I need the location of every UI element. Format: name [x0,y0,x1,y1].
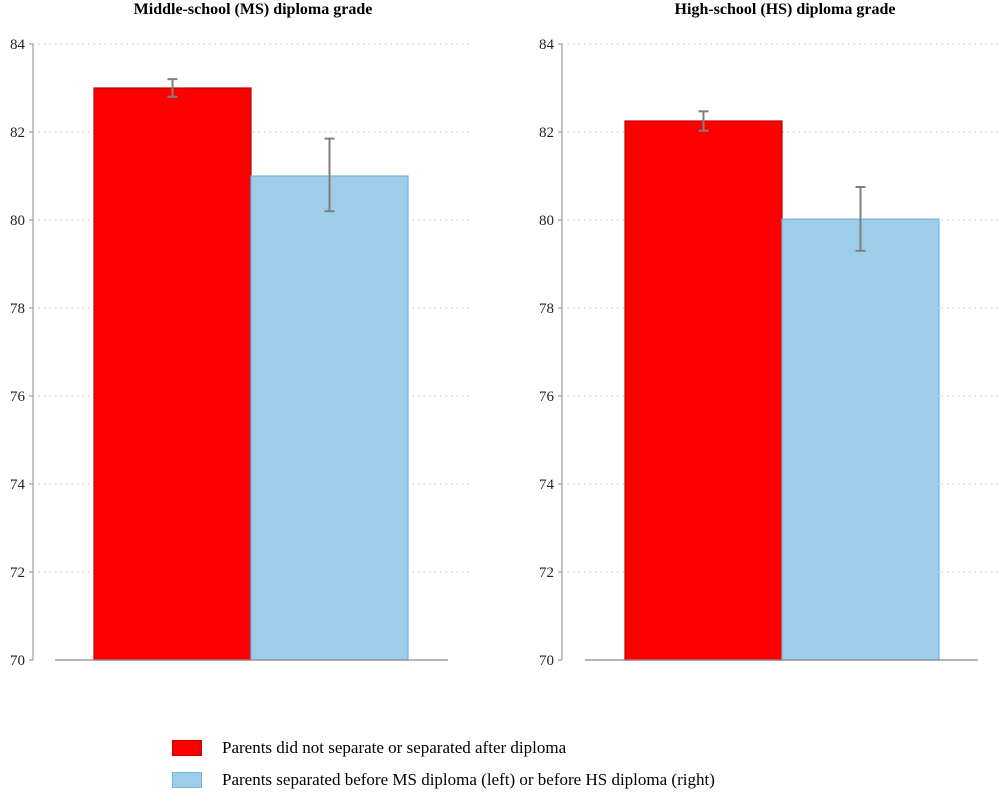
legend-label: Parents did not separate or separated af… [222,738,567,757]
y-tick-label: 76 [10,389,26,405]
y-tick-label: 78 [539,301,554,317]
y-tick-label: 78 [10,301,25,317]
bar-red [93,87,252,661]
bar-red [624,120,783,661]
legend-item-no-separation: Parents did not separate or separated af… [172,738,715,758]
legend: Parents did not separate or separated af… [172,738,715,802]
y-tick-label: 82 [539,125,554,141]
chart-panel-1: Middle-school (MS) diploma grade 70 72 74 76… [10,1,470,669]
error-bar [855,186,866,252]
panel-title: High-school (HS) diploma grade [675,1,896,18]
y-tick-label: 72 [539,565,554,581]
y-tick-label: 70 [10,653,25,669]
panel-title: Middle-school (MS) diploma grade [134,1,373,18]
y-tick-label: 74 [539,477,555,493]
y-tick-label: 80 [539,213,554,229]
bar-blue [781,218,940,661]
y-tick-label: 70 [539,653,554,669]
y-tick-label: 72 [10,565,25,581]
legend-swatch-red [172,740,202,756]
y-tick-label: 80 [10,213,25,229]
chart-panel-2: High-school (HS) diploma grade 70 72 74 76 78… [539,1,1000,669]
y-tick-label: 82 [10,125,25,141]
legend-item-separated-before: Parents separated before MS diploma (lef… [172,770,715,790]
legend-swatch-blue [172,772,202,788]
legend-label: Parents separated before MS diploma (lef… [222,770,715,789]
error-bar [698,110,709,132]
y-tick-label: 84 [539,37,555,53]
error-bar [167,78,178,98]
y-tick-label: 76 [539,389,555,405]
bar-blue [250,175,409,661]
y-tick-label: 84 [10,37,26,53]
error-bar [324,137,335,213]
y-tick-label: 74 [10,477,26,493]
